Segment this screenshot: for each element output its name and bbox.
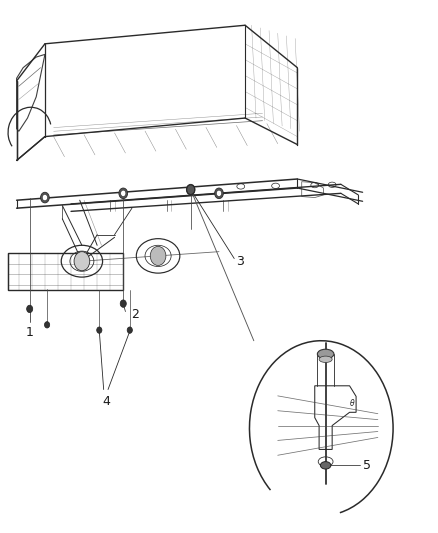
Circle shape bbox=[120, 190, 126, 197]
Ellipse shape bbox=[319, 356, 332, 362]
Circle shape bbox=[42, 195, 47, 201]
Text: 3: 3 bbox=[237, 255, 244, 268]
Circle shape bbox=[74, 252, 90, 271]
Text: 4: 4 bbox=[102, 395, 110, 408]
Circle shape bbox=[186, 184, 195, 195]
Circle shape bbox=[97, 327, 102, 333]
Circle shape bbox=[127, 327, 132, 333]
Circle shape bbox=[120, 300, 126, 308]
Text: θ: θ bbox=[350, 399, 354, 408]
Circle shape bbox=[27, 305, 33, 313]
Text: 1: 1 bbox=[26, 326, 34, 339]
Circle shape bbox=[45, 321, 49, 328]
Text: 5: 5 bbox=[363, 459, 371, 472]
Text: 2: 2 bbox=[131, 308, 139, 321]
Circle shape bbox=[188, 187, 193, 193]
Circle shape bbox=[216, 190, 222, 197]
Ellipse shape bbox=[318, 349, 334, 359]
Circle shape bbox=[41, 192, 49, 203]
Circle shape bbox=[119, 188, 127, 199]
Circle shape bbox=[215, 188, 223, 199]
Ellipse shape bbox=[321, 462, 331, 469]
Circle shape bbox=[150, 246, 166, 265]
Circle shape bbox=[187, 185, 194, 195]
